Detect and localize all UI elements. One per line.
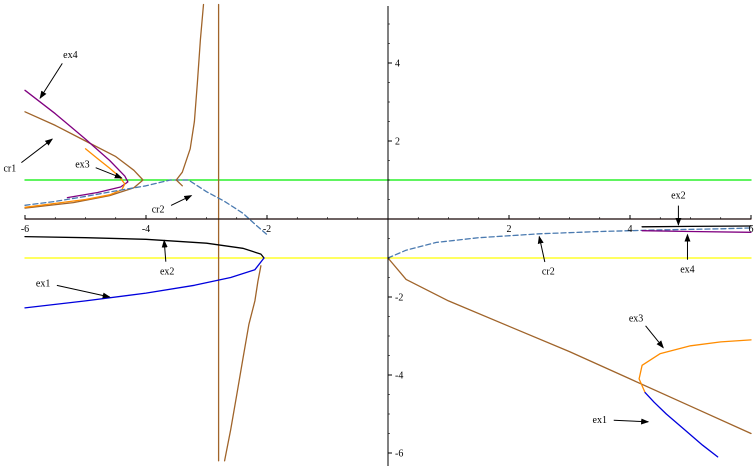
- y-tick-label: -4: [395, 371, 403, 382]
- x-ticks: -6 -4 -2 2 4 6: [21, 215, 754, 235]
- annotation-arrow: [613, 418, 650, 425]
- annotation-label-cr1: cr1: [3, 163, 16, 174]
- annotation-arrow: [537, 235, 546, 263]
- annotation-arrow: [161, 239, 168, 262]
- x-tick-label: -6: [21, 224, 29, 235]
- annotation-label-ex3: ex3: [75, 159, 89, 170]
- curve-4: [24, 111, 144, 209]
- curve-8: [175, 3, 205, 187]
- curve-11: [24, 257, 265, 309]
- curve-16: [638, 339, 752, 394]
- curve-6: [24, 148, 126, 208]
- annotation-label-ex2: ex2: [160, 267, 174, 278]
- annotation-arrow: [56, 284, 111, 299]
- y-tick-label: -2: [395, 293, 403, 304]
- x-tick-label: -4: [142, 224, 150, 235]
- x-tick-label: 4: [628, 224, 633, 235]
- curve-9: [223, 265, 262, 462]
- x-tick-label: 6: [749, 224, 754, 235]
- x-tick-label: -2: [263, 224, 271, 235]
- annotation-arrow: [39, 63, 63, 99]
- annotation-label-ex1: ex1: [593, 415, 607, 426]
- curve-5: [24, 89, 129, 199]
- annotation-label-ex4: ex4: [63, 50, 77, 61]
- annotation-label-cr2: cr2: [542, 267, 555, 278]
- annotation-arrow: [95, 167, 123, 179]
- curve-15: [641, 230, 752, 233]
- curve-14: [641, 225, 752, 228]
- axes-layer: [25, 6, 751, 466]
- curve-13: [387, 227, 752, 259]
- annotation-label-ex2: ex2: [671, 191, 685, 202]
- curve-12: [387, 257, 752, 435]
- curve-10: [24, 235, 265, 259]
- curve-7: [24, 179, 268, 236]
- annotation-label-ex3: ex3: [629, 313, 643, 324]
- y-tick-label: 4: [395, 59, 400, 70]
- y-ticks: 4 2 -2 -4 -6: [388, 23, 403, 460]
- y-tick-label: -6: [395, 449, 403, 460]
- annotation-label-ex4: ex4: [680, 265, 694, 276]
- curve-17: [644, 391, 719, 458]
- annotation-arrow: [645, 325, 664, 349]
- annotation-arrow: [21, 138, 54, 164]
- annotations-layer: ex4 cr1 ex3 cr2 ex2 ex1 ex2 cr2 ex4 ex3 ex1: [3, 50, 694, 426]
- y-tick-label: 2: [395, 137, 400, 148]
- annotation-arrow: [170, 195, 193, 206]
- annotation-label-cr2: cr2: [152, 204, 165, 215]
- annotation-label-ex1: ex1: [36, 278, 50, 289]
- x-tick-label: 2: [507, 224, 512, 235]
